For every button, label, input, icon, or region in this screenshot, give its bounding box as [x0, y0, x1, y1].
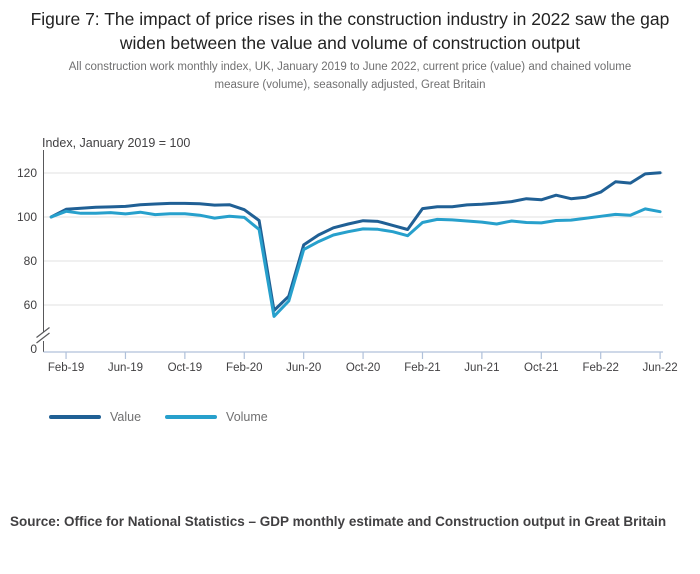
y-tick-label: 120: [17, 166, 37, 180]
y-tick-label: 80: [24, 254, 38, 268]
line-chart-canvas: Index, January 2019 = 100 0 60 80 100 120 Feb…: [17, 136, 678, 374]
y-axis-unit-label: Index, January 2019 = 100: [42, 136, 190, 150]
x-tick-label: Feb-20: [226, 362, 262, 374]
legend-label-value: Value: [110, 410, 142, 424]
axes: [36, 150, 663, 359]
legend-item-volume: Volume: [165, 410, 268, 424]
x-tick-label: Jun-21: [464, 362, 499, 374]
source-attribution: Source: Office for National Statistics –…: [10, 514, 667, 529]
x-tick-label: Jun-22: [643, 362, 678, 374]
value-line: [49, 171, 662, 312]
legend-item-value: Value: [49, 410, 141, 424]
legend-label-volume: Volume: [226, 410, 268, 424]
chart-legend: Value Volume: [49, 410, 292, 424]
x-tick-label: Oct-20: [346, 362, 381, 374]
x-tick-label: Oct-21: [524, 362, 559, 374]
x-tick-label: Feb-21: [404, 362, 440, 374]
y-tick-label: 0: [30, 342, 37, 356]
axis-tick-labels: 0 60 80 100 120 Feb-19 Jun-19 Oct-19 Feb-20 Jun-2…: [17, 166, 678, 374]
x-tick-label: Jun-19: [108, 362, 143, 374]
volume-line: [49, 207, 662, 318]
y-tick-label: 100: [17, 210, 37, 224]
x-tick-label: Feb-22: [582, 362, 618, 374]
gridlines: [43, 172, 663, 306]
y-tick-label: 60: [24, 298, 38, 312]
chart-title: Figure 7: The impact of price rises in t…: [30, 9, 670, 53]
volume-line-swatch: [165, 415, 218, 419]
chart-subtitle: All construction work monthly index, UK,…: [68, 61, 632, 91]
value-line-swatch: [49, 415, 101, 419]
data-series-lines: [49, 171, 662, 318]
x-tick-label: Feb-19: [48, 362, 84, 374]
x-tick-label: Oct-19: [168, 362, 203, 374]
x-tick-label: Jun-20: [286, 362, 321, 374]
